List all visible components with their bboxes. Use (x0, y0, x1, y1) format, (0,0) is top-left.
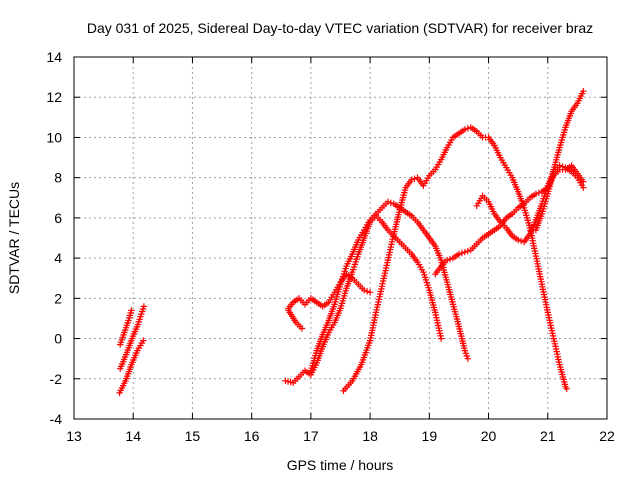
data-markers (117, 303, 148, 372)
data-markers (532, 88, 587, 234)
x-tick-label: 16 (244, 428, 260, 444)
x-tick-label: 18 (362, 428, 378, 444)
chart-title: Day 031 of 2025, Sidereal Day-to-day VTE… (87, 20, 593, 36)
y-tick-label: 12 (46, 89, 62, 105)
x-tick-label: 13 (66, 428, 82, 444)
y-axis-label: SDTVAR / TECUs (6, 182, 22, 294)
y-tick-label: 6 (54, 210, 62, 226)
axis-ticks: 13 14 15 16 17 18 19 20 21 22 -4 -2 0 2 4 6 8 10 12 14 (46, 49, 615, 444)
series-arc-8 (340, 124, 570, 394)
series-arc-2 (117, 303, 148, 372)
y-tick-label: 14 (46, 49, 62, 65)
x-tick-label: 21 (540, 428, 556, 444)
x-tick-label: 22 (599, 428, 615, 444)
data-markers (340, 124, 570, 394)
series-arc-3 (116, 337, 147, 397)
y-tick-label: 8 (54, 170, 62, 186)
data-markers (307, 198, 471, 374)
data-markers (285, 307, 306, 332)
y-tick-label: -4 (50, 411, 63, 427)
series-arc-1 (117, 307, 135, 348)
plot-frame (73, 56, 608, 420)
x-tick-label: 20 (481, 428, 497, 444)
data-layer (116, 88, 587, 397)
y-tick-label: 2 (54, 290, 62, 306)
x-tick-label: 15 (185, 428, 201, 444)
series-arc-7 (307, 198, 471, 374)
x-tick-label: 19 (422, 428, 438, 444)
x-tick-label: 17 (303, 428, 319, 444)
x-tick-label: 14 (125, 428, 141, 444)
series-arc-11 (532, 88, 587, 234)
y-tick-label: 0 (54, 331, 62, 347)
y-tick-label: 10 (46, 129, 62, 145)
x-axis-label: GPS time / hours (287, 457, 394, 473)
data-markers (116, 337, 147, 397)
data-markers (117, 307, 135, 348)
y-tick-label: 4 (54, 250, 62, 266)
series-arc-6 (285, 307, 306, 332)
y-tick-label: -2 (50, 371, 63, 387)
